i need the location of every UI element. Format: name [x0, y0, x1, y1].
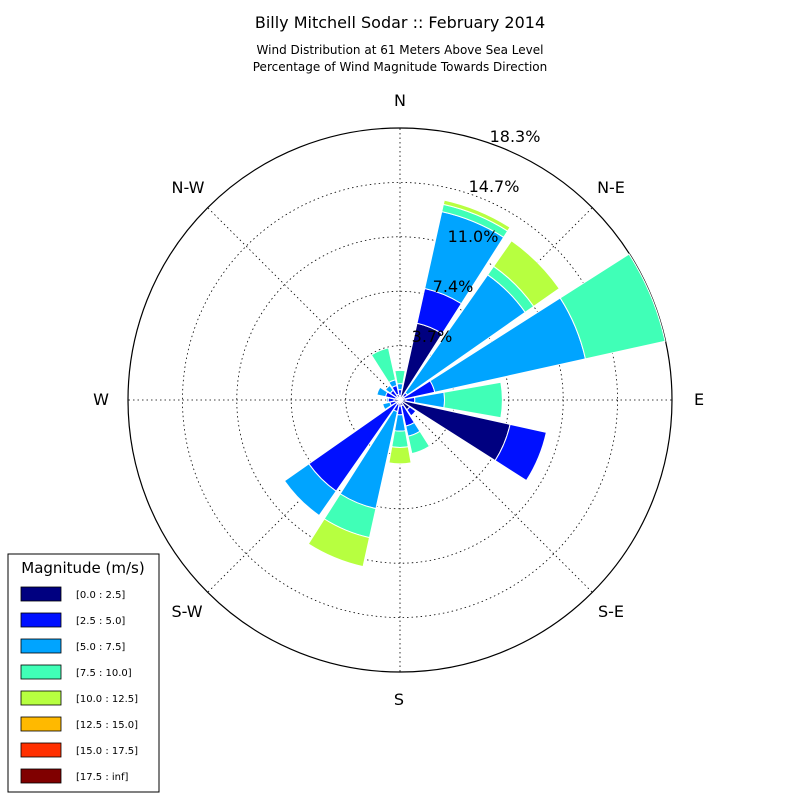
legend-swatch — [20, 690, 62, 706]
legend-items: [0.0 : 2.5] [2.5 : 5.0] [5.0 : 7.5] [7.5 : … — [20, 586, 138, 784]
legend-label: [12.5 : 15.0] — [76, 720, 138, 731]
legend-label: [10.0 : 12.5] — [76, 694, 138, 705]
legend-swatch — [20, 768, 62, 784]
legend-label: [2.5 : 5.0] — [76, 616, 125, 627]
wind-bar-segment — [370, 347, 397, 384]
wind-bar-segment — [376, 386, 389, 398]
legend-label: [5.0 : 7.5] — [76, 642, 125, 653]
radial-tick-label: 7.4% — [433, 277, 474, 296]
wind-bar-segment — [443, 381, 503, 419]
wind-bar-segment — [382, 401, 392, 411]
angular-gridline — [207, 207, 401, 401]
direction-label-s: S — [394, 690, 404, 709]
chart-title: Billy Mitchell Sodar :: February 2014 — [255, 13, 545, 32]
wind-bar-segment — [442, 199, 511, 232]
direction-label-s-w: S-W — [171, 602, 202, 621]
axis-labels: N N-E E S-E S S-W W N-W 3.7% 7.4% 11.0% 14.7% 18.3% — [93, 91, 704, 709]
legend-label: [7.5 : 10.0] — [76, 668, 132, 679]
direction-label-n: N — [394, 91, 406, 110]
legend-swatch — [20, 586, 62, 602]
outer-ring — [127, 127, 673, 673]
wind-bar-segment — [406, 406, 417, 417]
chart-subtitle-line-1: Wind Distribution at 61 Meters Above Sea… — [257, 43, 544, 57]
wind-bar-segment — [494, 423, 547, 482]
direction-label-n-e: N-E — [597, 178, 625, 197]
radial-tick-label: 14.7% — [469, 177, 520, 196]
legend-label: [0.0 : 2.5] — [76, 590, 125, 601]
wind-bars — [283, 199, 666, 568]
wind-bar-segment — [394, 369, 406, 385]
legend-swatch — [20, 638, 62, 654]
radial-gridline — [182, 182, 618, 618]
chart-subtitle-line-2: Percentage of Wind Magnitude Towards Dir… — [253, 60, 547, 74]
wind-bar-segment — [559, 253, 666, 360]
legend-swatch — [20, 742, 62, 758]
legend-label: [17.5 : inf] — [76, 772, 129, 783]
legend-swatch — [20, 716, 62, 732]
wind-bar-segment — [492, 240, 560, 308]
legend: Magnitude (m/s) [0.0 : 2.5] [2.5 : 5.0] [5… — [7, 553, 160, 793]
wind-bar-segment — [391, 430, 409, 448]
legend-swatch — [20, 664, 62, 680]
wind-bar-segment — [407, 430, 431, 455]
legend-label: [15.0 : 17.5] — [76, 746, 138, 757]
direction-label-n-w: N-W — [172, 178, 205, 197]
radial-tick-label: 18.3% — [490, 127, 541, 146]
wind-bar-segment — [307, 518, 371, 568]
radial-tick-label: 11.0% — [448, 227, 499, 246]
legend-swatch — [20, 612, 62, 628]
direction-label-w: W — [93, 390, 109, 409]
wind-bar-segment — [283, 463, 337, 517]
radial-tick-label: 3.7% — [412, 327, 453, 346]
wind-bar-segment — [384, 384, 394, 394]
direction-label-e: E — [694, 390, 704, 409]
legend-title: Magnitude (m/s) — [21, 559, 144, 577]
direction-label-s-e: S-E — [598, 602, 624, 621]
wind-bar-segment — [386, 397, 389, 403]
wind-bar-segment — [388, 446, 412, 465]
angular-gridline — [399, 399, 593, 593]
